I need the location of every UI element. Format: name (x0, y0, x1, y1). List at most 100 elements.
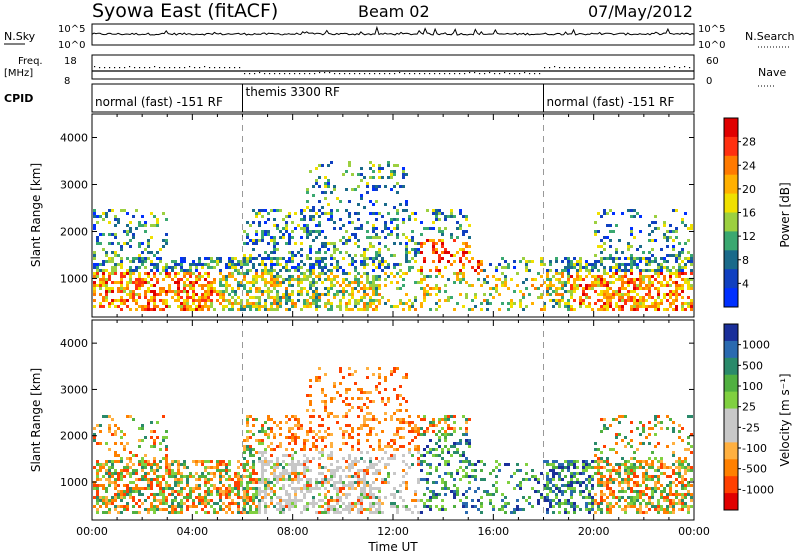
nave-dot (399, 72, 401, 74)
data-cell (684, 457, 687, 460)
data-cell (477, 460, 480, 463)
data-cell (255, 212, 258, 215)
data-cell (504, 275, 507, 278)
data-cell (375, 496, 378, 499)
data-cell (120, 260, 123, 263)
data-cell (441, 448, 444, 451)
data-cell (624, 463, 627, 466)
data-cell (612, 493, 615, 496)
data-cell (369, 281, 372, 284)
data-cell (168, 266, 171, 269)
data-cell (426, 463, 429, 466)
data-cell (267, 481, 270, 484)
data-cell (519, 299, 522, 302)
data-cell (678, 269, 681, 272)
data-cell (687, 260, 690, 263)
data-cell (369, 490, 372, 493)
nave-dot (424, 73, 426, 75)
data-cell (666, 239, 669, 242)
data-cell (300, 287, 303, 290)
data-cell (393, 242, 396, 245)
data-cell (117, 299, 120, 302)
data-cell (348, 424, 351, 427)
data-cell (465, 293, 468, 296)
data-cell (246, 302, 249, 305)
data-cell (363, 302, 366, 305)
data-cell (327, 478, 330, 481)
data-cell (171, 511, 174, 514)
data-cell (129, 496, 132, 499)
data-cell (636, 475, 639, 478)
data-cell (453, 442, 456, 445)
data-cell (138, 254, 141, 257)
data-cell (114, 505, 117, 508)
data-cell (636, 308, 639, 311)
data-cell (387, 442, 390, 445)
data-cell (378, 367, 381, 370)
data-cell (165, 242, 168, 245)
data-cell (633, 296, 636, 299)
data-cell (93, 224, 96, 227)
data-cell (372, 299, 375, 302)
data-cell (321, 272, 324, 275)
data-cell (294, 475, 297, 478)
data-cell (639, 421, 642, 424)
data-cell (306, 433, 309, 436)
data-cell (126, 442, 129, 445)
data-cell (420, 433, 423, 436)
data-cell (180, 266, 183, 269)
data-cell (453, 272, 456, 275)
data-cell (357, 472, 360, 475)
data-cell (300, 499, 303, 502)
data-cell (273, 224, 276, 227)
data-cell (141, 278, 144, 281)
data-cell (135, 293, 138, 296)
data-cell (327, 481, 330, 484)
data-cell (291, 221, 294, 224)
data-cell (417, 430, 420, 433)
data-cell (564, 511, 567, 514)
data-cell (351, 233, 354, 236)
data-cell (120, 475, 123, 478)
data-cell (396, 281, 399, 284)
data-cell (378, 170, 381, 173)
data-cell (108, 448, 111, 451)
data-cell (318, 472, 321, 475)
data-cell (165, 454, 168, 457)
data-cell (93, 251, 96, 254)
data-cell (156, 499, 159, 502)
data-cell (243, 287, 246, 290)
data-cell (588, 466, 591, 469)
data-cell (561, 272, 564, 275)
data-cell (522, 293, 525, 296)
data-cell (615, 248, 618, 251)
data-cell (216, 463, 219, 466)
data-cell (324, 430, 327, 433)
data-cell (690, 278, 693, 281)
data-cell (195, 269, 198, 272)
data-cell (261, 499, 264, 502)
data-cell (606, 302, 609, 305)
data-cell (312, 239, 315, 242)
data-cell (300, 248, 303, 251)
data-cell (264, 451, 267, 454)
data-cell (273, 284, 276, 287)
data-cell (570, 502, 573, 505)
data-cell (264, 460, 267, 463)
data-cell (255, 493, 258, 496)
data-cell (180, 505, 183, 508)
data-cell (168, 511, 171, 514)
data-cell (285, 287, 288, 290)
data-cell (600, 460, 603, 463)
data-cell (456, 302, 459, 305)
data-cell (348, 254, 351, 257)
data-cell (105, 463, 108, 466)
data-cell (528, 293, 531, 296)
data-cell (123, 466, 126, 469)
data-cell (141, 460, 144, 463)
data-cell (111, 251, 114, 254)
data-cell (417, 460, 420, 463)
data-cell (294, 436, 297, 439)
data-cell (573, 475, 576, 478)
data-cell (654, 239, 657, 242)
